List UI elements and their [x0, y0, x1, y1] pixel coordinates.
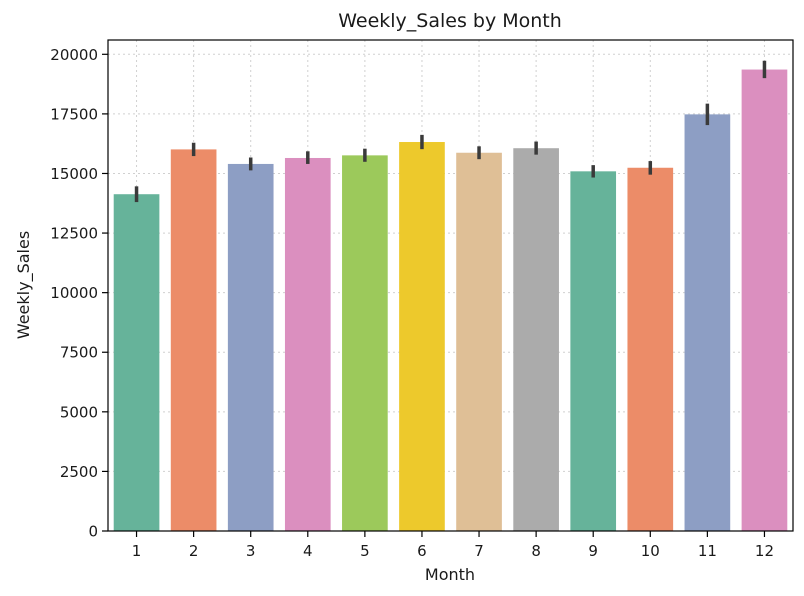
bar-month-7 — [456, 152, 502, 531]
y-tick-label: 15000 — [50, 165, 98, 183]
x-axis-label: Month — [425, 565, 475, 584]
x-tick-label: 4 — [303, 542, 313, 560]
bar-month-9 — [570, 171, 617, 532]
x-tick-label: 7 — [474, 542, 484, 560]
y-tick-label: 5000 — [60, 403, 98, 421]
x-tick-label: 11 — [698, 542, 717, 560]
bars — [113, 69, 788, 532]
y-tick-label: 17500 — [50, 105, 98, 123]
bar-month-3 — [227, 163, 274, 531]
error-bars — [134, 60, 767, 203]
x-tick-label: 8 — [531, 542, 541, 560]
bar-month-4 — [284, 157, 331, 531]
bar-month-8 — [513, 148, 559, 531]
chart-title: Weekly_Sales by Month — [338, 10, 562, 32]
x-tick-label: 3 — [246, 542, 256, 560]
y-tick-label: 12500 — [50, 225, 98, 243]
y-tick-label: 10000 — [50, 284, 98, 302]
x-tick-label: 9 — [588, 542, 598, 560]
bar-month-6 — [399, 142, 445, 531]
y-tick-label: 2500 — [60, 463, 98, 481]
x-axis-ticks: 1 2 3 4 5 6 7 8 9 10 11 12 — [132, 531, 774, 560]
bar-month-12 — [741, 69, 788, 532]
y-axis-ticks: 0 2500 5000 7500 10000 12500 15000 17500 20000 — [50, 46, 108, 541]
bar-month-11 — [684, 114, 731, 531]
x-tick-label: 1 — [132, 542, 142, 560]
bar-month-1 — [113, 194, 160, 531]
x-tick-label: 2 — [189, 542, 199, 560]
y-axis-label: Weekly_Sales — [14, 231, 34, 339]
y-tick-label: 0 — [88, 523, 98, 541]
y-tick-label: 7500 — [60, 344, 98, 362]
plot-frame — [107, 39, 794, 532]
bar-month-2 — [170, 149, 217, 532]
x-tick-label: 10 — [641, 542, 660, 560]
x-tick-label: 12 — [755, 542, 774, 560]
y-tick-label: 20000 — [50, 46, 98, 64]
bar-month-10 — [627, 167, 674, 531]
x-tick-label: 5 — [360, 542, 370, 560]
bar-month-5 — [342, 155, 388, 532]
x-tick-label: 6 — [417, 542, 427, 560]
